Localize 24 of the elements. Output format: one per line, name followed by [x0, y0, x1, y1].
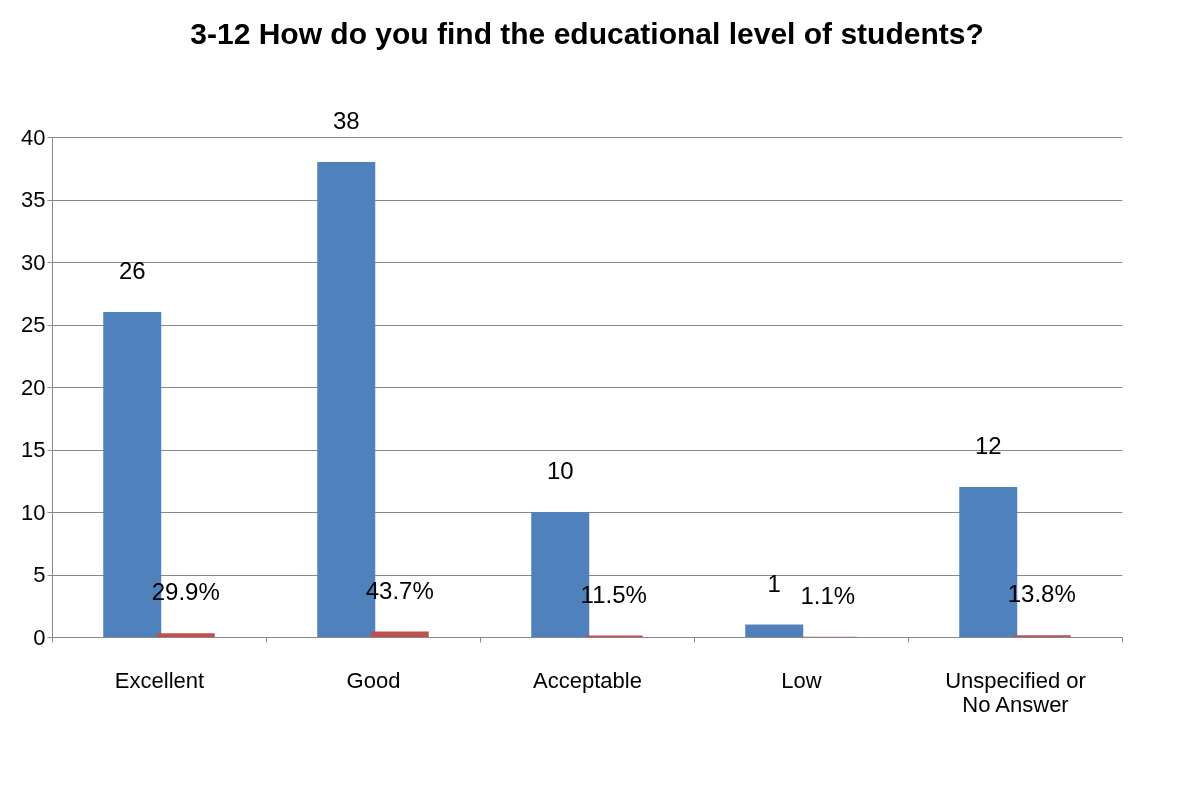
y-tick-label: 25 [21, 312, 46, 337]
x-tick-label: Unspecified or No Answer [945, 667, 1086, 717]
data-label: 10 [546, 457, 574, 484]
bar [745, 624, 804, 637]
x-tick-label: Low [781, 667, 822, 693]
x-tick-label: Excellent [114, 667, 205, 693]
x-tick-label: Good [346, 667, 401, 693]
y-tick-label: 10 [21, 499, 46, 525]
data-label: 26 [118, 257, 146, 284]
y-tick-label: 15 [21, 437, 46, 462]
bar [156, 633, 215, 637]
y-tick-label: 0 [33, 624, 46, 650]
chart-title: 3-12 How do you find the educational level of students? [190, 17, 984, 50]
data-label: 38 [332, 107, 360, 134]
data-label: 12 [974, 432, 1002, 459]
y-tick-label: 35 [21, 187, 46, 212]
bar [370, 631, 429, 637]
y-tick-label: 20 [21, 374, 46, 400]
data-label: 1 [767, 569, 781, 597]
x-tick-label: Acceptable [533, 667, 642, 693]
y-tick-label: 30 [21, 249, 46, 275]
data-label: 1.1% [800, 581, 856, 609]
y-tick-label: 40 [21, 124, 46, 150]
y-tick-label: 5 [33, 562, 46, 587]
